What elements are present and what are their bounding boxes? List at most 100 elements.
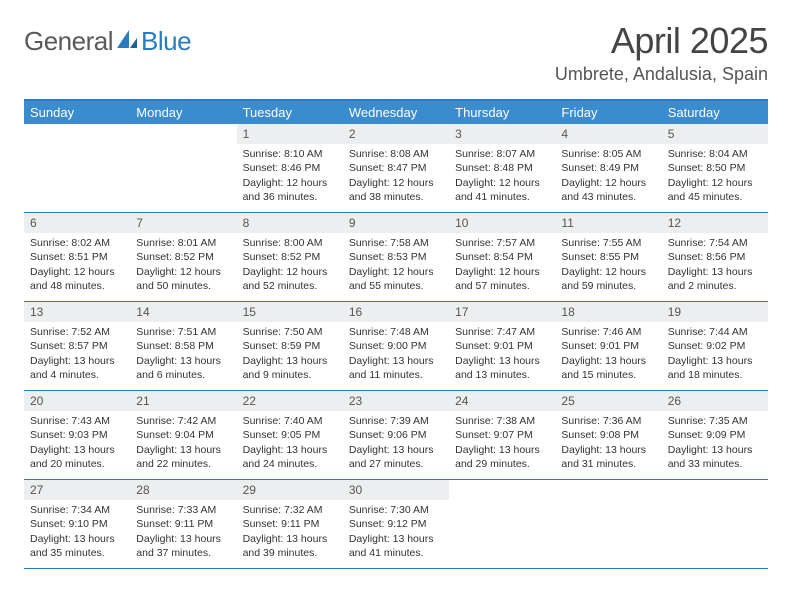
day-cell: 25Sunrise: 7:36 AMSunset: 9:08 PMDayligh…: [555, 391, 661, 479]
day-number: 9: [343, 213, 449, 233]
sunrise-text: Sunrise: 8:08 AM: [349, 147, 443, 161]
sunrise-text: Sunrise: 7:48 AM: [349, 325, 443, 339]
week-row: 27Sunrise: 7:34 AMSunset: 9:10 PMDayligh…: [24, 480, 768, 569]
sunset-text: Sunset: 9:06 PM: [349, 428, 443, 442]
sunrise-text: Sunrise: 7:54 AM: [668, 236, 762, 250]
day-body: Sunrise: 7:35 AMSunset: 9:09 PMDaylight:…: [662, 411, 768, 477]
day-cell: [449, 480, 555, 568]
day-body: Sunrise: 7:55 AMSunset: 8:55 PMDaylight:…: [555, 233, 661, 299]
day-cell: 30Sunrise: 7:30 AMSunset: 9:12 PMDayligh…: [343, 480, 449, 568]
daylight2-text: and 2 minutes.: [668, 279, 762, 293]
daylight1-text: Daylight: 13 hours: [243, 532, 337, 546]
day-number: 25: [555, 391, 661, 411]
sunset-text: Sunset: 8:55 PM: [561, 250, 655, 264]
daylight1-text: Daylight: 12 hours: [668, 176, 762, 190]
weekday-header: Sunday Monday Tuesday Wednesday Thursday…: [24, 101, 768, 124]
weekday-monday: Monday: [130, 101, 236, 124]
sunset-text: Sunset: 8:51 PM: [30, 250, 124, 264]
day-number: 3: [449, 124, 555, 144]
daylight2-text: and 41 minutes.: [349, 546, 443, 560]
day-body: Sunrise: 7:38 AMSunset: 9:07 PMDaylight:…: [449, 411, 555, 477]
day-body: Sunrise: 8:04 AMSunset: 8:50 PMDaylight:…: [662, 144, 768, 210]
logo-text-blue: Blue: [141, 26, 191, 57]
day-body: Sunrise: 7:44 AMSunset: 9:02 PMDaylight:…: [662, 322, 768, 388]
day-cell: 18Sunrise: 7:46 AMSunset: 9:01 PMDayligh…: [555, 302, 661, 390]
day-number: 10: [449, 213, 555, 233]
day-number: [449, 480, 555, 498]
day-number: 24: [449, 391, 555, 411]
sunset-text: Sunset: 9:07 PM: [455, 428, 549, 442]
day-cell: 20Sunrise: 7:43 AMSunset: 9:03 PMDayligh…: [24, 391, 130, 479]
daylight1-text: Daylight: 13 hours: [30, 532, 124, 546]
week-row: 6Sunrise: 8:02 AMSunset: 8:51 PMDaylight…: [24, 213, 768, 302]
sunrise-text: Sunrise: 8:00 AM: [243, 236, 337, 250]
sail-icon: [115, 28, 139, 55]
sunrise-text: Sunrise: 7:43 AM: [30, 414, 124, 428]
daylight1-text: Daylight: 12 hours: [455, 265, 549, 279]
daylight1-text: Daylight: 12 hours: [561, 176, 655, 190]
day-number: 16: [343, 302, 449, 322]
daylight1-text: Daylight: 13 hours: [243, 354, 337, 368]
sunrise-text: Sunrise: 8:02 AM: [30, 236, 124, 250]
day-cell: 4Sunrise: 8:05 AMSunset: 8:49 PMDaylight…: [555, 124, 661, 212]
sunset-text: Sunset: 8:52 PM: [136, 250, 230, 264]
sunset-text: Sunset: 8:47 PM: [349, 161, 443, 175]
daylight1-text: Daylight: 13 hours: [668, 354, 762, 368]
week-row: 13Sunrise: 7:52 AMSunset: 8:57 PMDayligh…: [24, 302, 768, 391]
day-cell: 17Sunrise: 7:47 AMSunset: 9:01 PMDayligh…: [449, 302, 555, 390]
day-body: Sunrise: 7:40 AMSunset: 9:05 PMDaylight:…: [237, 411, 343, 477]
day-number: 13: [24, 302, 130, 322]
day-number: 17: [449, 302, 555, 322]
sunset-text: Sunset: 8:46 PM: [243, 161, 337, 175]
daylight2-text: and 48 minutes.: [30, 279, 124, 293]
daylight1-text: Daylight: 12 hours: [349, 265, 443, 279]
daylight1-text: Daylight: 12 hours: [349, 176, 443, 190]
day-cell: 19Sunrise: 7:44 AMSunset: 9:02 PMDayligh…: [662, 302, 768, 390]
day-cell: 13Sunrise: 7:52 AMSunset: 8:57 PMDayligh…: [24, 302, 130, 390]
sunrise-text: Sunrise: 7:38 AM: [455, 414, 549, 428]
day-number: 18: [555, 302, 661, 322]
day-number: 29: [237, 480, 343, 500]
weeks-container: 1Sunrise: 8:10 AMSunset: 8:46 PMDaylight…: [24, 124, 768, 569]
sunset-text: Sunset: 9:10 PM: [30, 517, 124, 531]
day-number: 12: [662, 213, 768, 233]
sunrise-text: Sunrise: 7:57 AM: [455, 236, 549, 250]
sunset-text: Sunset: 9:02 PM: [668, 339, 762, 353]
day-number: [24, 124, 130, 142]
sunset-text: Sunset: 9:01 PM: [561, 339, 655, 353]
week-row: 20Sunrise: 7:43 AMSunset: 9:03 PMDayligh…: [24, 391, 768, 480]
day-body: Sunrise: 7:39 AMSunset: 9:06 PMDaylight:…: [343, 411, 449, 477]
week-row: 1Sunrise: 8:10 AMSunset: 8:46 PMDaylight…: [24, 124, 768, 213]
sunset-text: Sunset: 9:11 PM: [136, 517, 230, 531]
day-cell: 9Sunrise: 7:58 AMSunset: 8:53 PMDaylight…: [343, 213, 449, 301]
day-body: Sunrise: 8:05 AMSunset: 8:49 PMDaylight:…: [555, 144, 661, 210]
daylight2-text: and 36 minutes.: [243, 190, 337, 204]
day-number: 19: [662, 302, 768, 322]
sunrise-text: Sunrise: 7:33 AM: [136, 503, 230, 517]
day-body: Sunrise: 8:10 AMSunset: 8:46 PMDaylight:…: [237, 144, 343, 210]
day-cell: 5Sunrise: 8:04 AMSunset: 8:50 PMDaylight…: [662, 124, 768, 212]
day-number: 5: [662, 124, 768, 144]
sunset-text: Sunset: 8:49 PM: [561, 161, 655, 175]
day-cell: 2Sunrise: 8:08 AMSunset: 8:47 PMDaylight…: [343, 124, 449, 212]
day-body: Sunrise: 8:02 AMSunset: 8:51 PMDaylight:…: [24, 233, 130, 299]
day-body: Sunrise: 7:57 AMSunset: 8:54 PMDaylight:…: [449, 233, 555, 299]
day-number: [555, 480, 661, 498]
day-number: [662, 480, 768, 498]
daylight1-text: Daylight: 12 hours: [243, 265, 337, 279]
daylight1-text: Daylight: 12 hours: [455, 176, 549, 190]
daylight1-text: Daylight: 12 hours: [243, 176, 337, 190]
sunrise-text: Sunrise: 7:32 AM: [243, 503, 337, 517]
daylight1-text: Daylight: 13 hours: [561, 443, 655, 457]
day-cell: 12Sunrise: 7:54 AMSunset: 8:56 PMDayligh…: [662, 213, 768, 301]
sunset-text: Sunset: 8:54 PM: [455, 250, 549, 264]
sunrise-text: Sunrise: 8:01 AM: [136, 236, 230, 250]
daylight1-text: Daylight: 13 hours: [349, 443, 443, 457]
daylight2-text: and 22 minutes.: [136, 457, 230, 471]
day-body: Sunrise: 8:08 AMSunset: 8:47 PMDaylight:…: [343, 144, 449, 210]
weekday-thursday: Thursday: [449, 101, 555, 124]
sunrise-text: Sunrise: 7:39 AM: [349, 414, 443, 428]
daylight1-text: Daylight: 13 hours: [455, 443, 549, 457]
daylight1-text: Daylight: 12 hours: [136, 265, 230, 279]
sunrise-text: Sunrise: 7:40 AM: [243, 414, 337, 428]
